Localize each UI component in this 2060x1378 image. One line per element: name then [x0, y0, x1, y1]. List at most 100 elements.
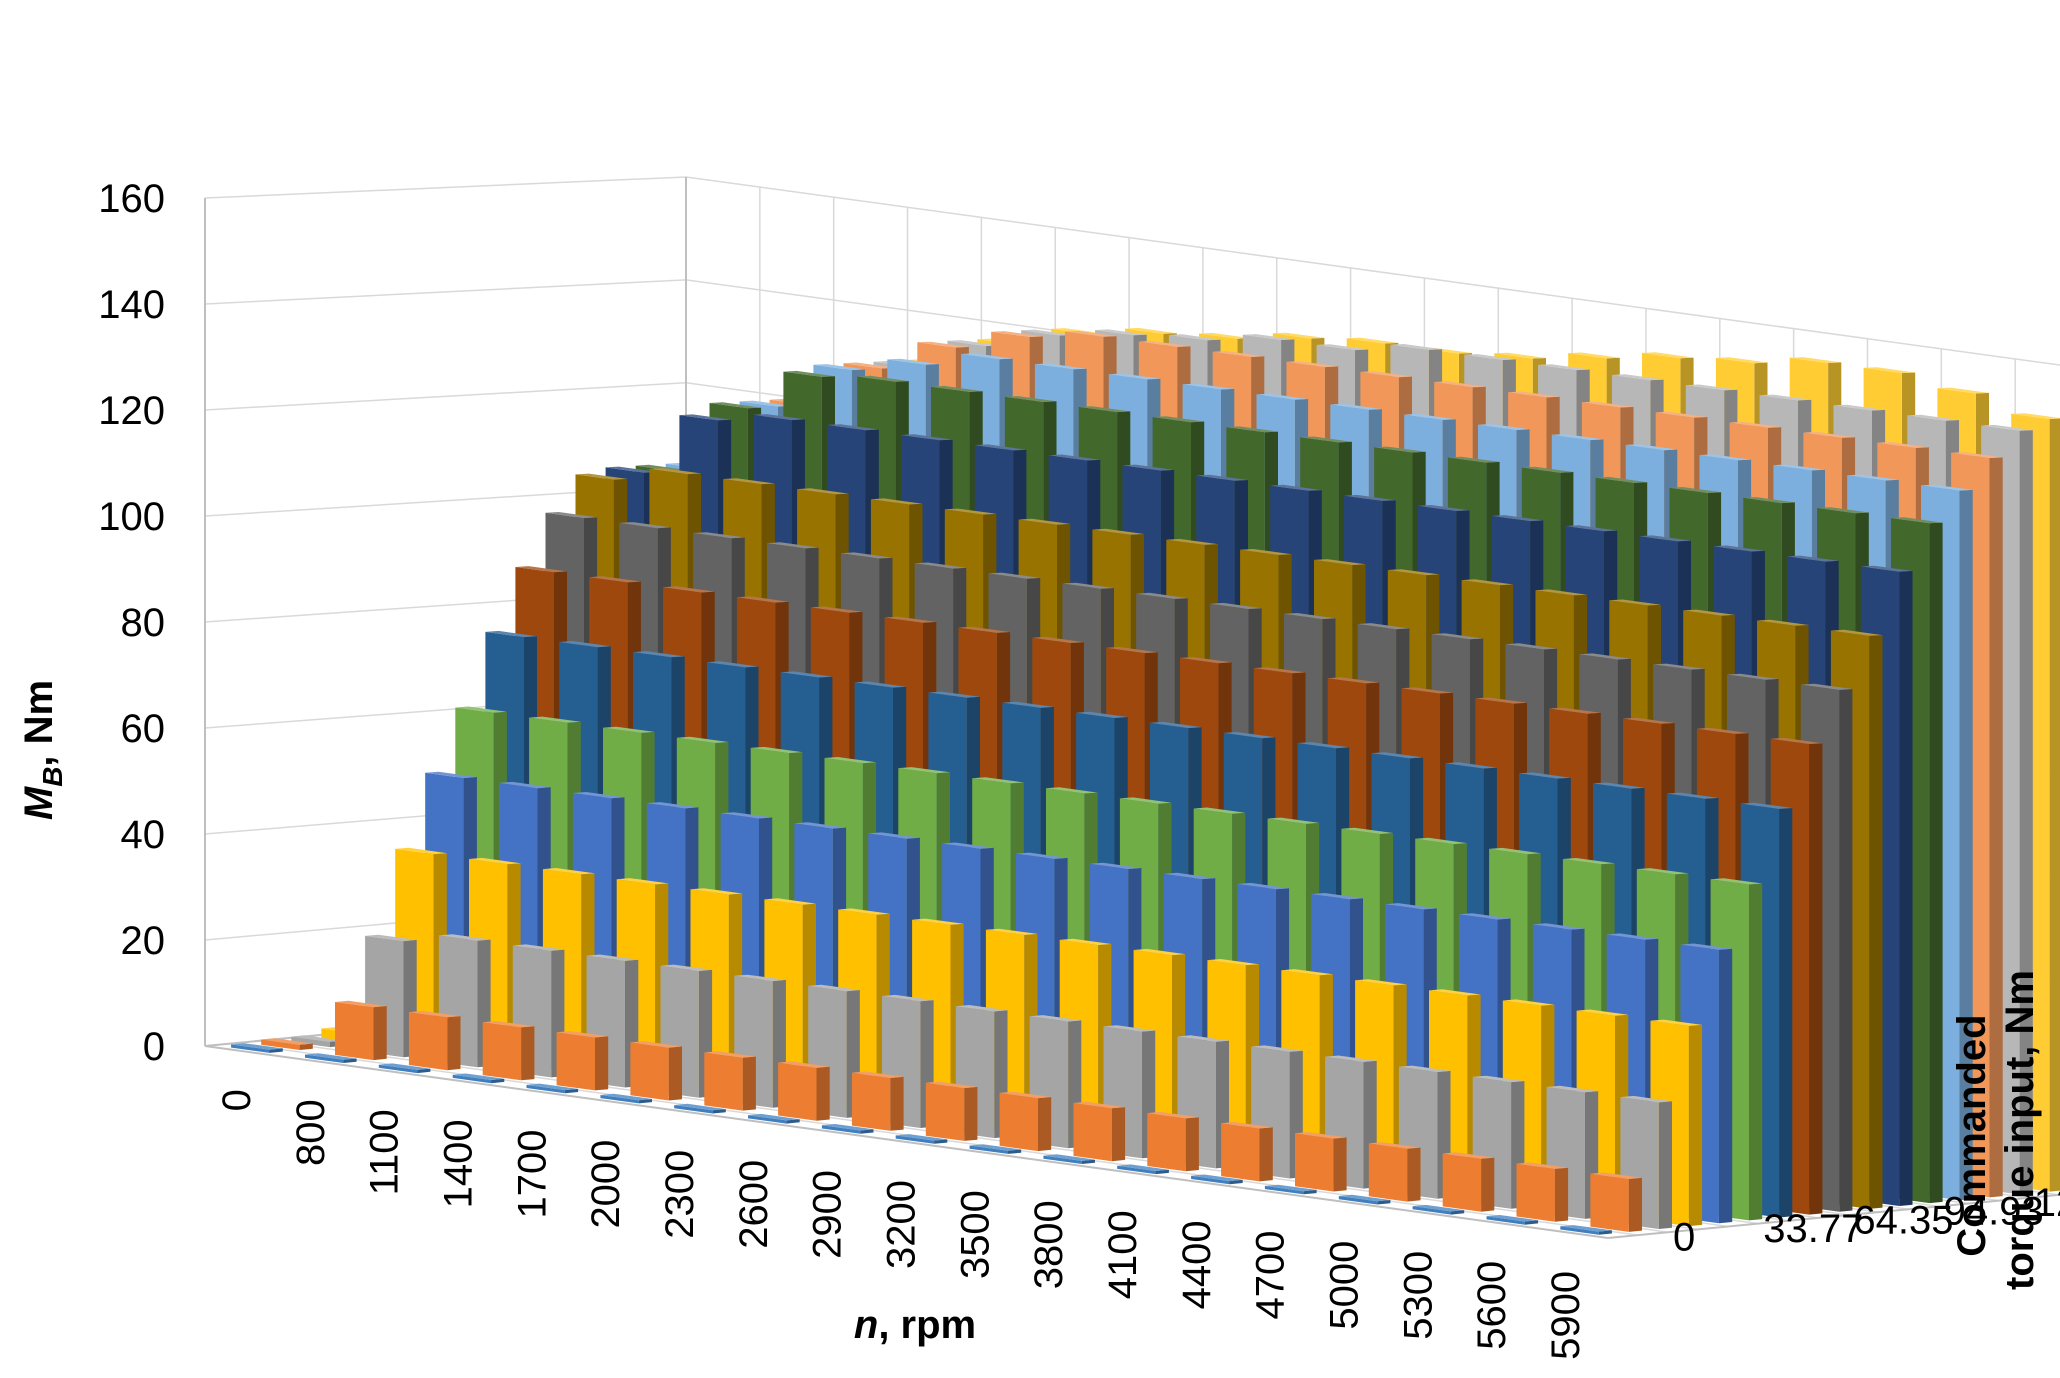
- bar-top-face: [1125, 327, 1177, 334]
- bar-front-face: [1117, 1165, 1156, 1175]
- bar-top-face: [1368, 1142, 1421, 1149]
- bar-side-face: [1407, 1147, 1421, 1202]
- x-tick-label: 2000: [584, 1140, 628, 1229]
- bar-top-face: [1803, 431, 1856, 438]
- bar-top-face: [1715, 357, 1768, 364]
- x-tick-label: 1100: [363, 1109, 407, 1195]
- bar-front-face: [1191, 1175, 1230, 1185]
- bar-top-face: [1180, 657, 1232, 664]
- y-tick-label: 20: [121, 919, 166, 963]
- bar-top-face: [734, 974, 786, 982]
- bar-front-face: [630, 1042, 669, 1101]
- bar-top-face: [925, 1081, 978, 1089]
- depth-axis-title: Commanded torque input, Nm: [1950, 970, 2042, 1290]
- bar-top-face: [797, 488, 849, 495]
- bar-top-face: [1863, 367, 1916, 374]
- bar-top-face: [958, 626, 1011, 633]
- bar-top-face: [748, 1113, 800, 1121]
- bar-top-face: [438, 934, 491, 941]
- bar-side-face: [1959, 489, 1973, 1201]
- bar-top-face: [605, 466, 658, 473]
- bar-top-face: [291, 1035, 343, 1042]
- bar-side-face: [1229, 1179, 1243, 1185]
- bar-top-face: [1404, 413, 1456, 420]
- bar-top-face: [1267, 817, 1320, 824]
- bar-top-face: [1891, 517, 1943, 524]
- bar-top-face: [1108, 373, 1161, 380]
- bar-top-face: [1196, 474, 1248, 481]
- bar-top-face: [991, 331, 1043, 337]
- bar-side-face: [269, 1048, 283, 1053]
- bar-top-face: [1018, 518, 1071, 525]
- bar-top-face: [1073, 1101, 1126, 1109]
- bar-top-face: [1759, 394, 1812, 401]
- bar-top-face: [1565, 525, 1618, 532]
- y-tick-label: 60: [121, 707, 166, 751]
- bar-front-face: [261, 1039, 300, 1050]
- bar-top-face: [1636, 868, 1689, 875]
- bar-top-face: [1877, 442, 1929, 448]
- bar-top-face: [1191, 1174, 1243, 1182]
- bar-front-face: [1368, 1143, 1408, 1202]
- bar-top-face: [709, 402, 762, 409]
- y-axis-ticks: 0 20 40 60 80 100 120 140 160: [98, 177, 165, 1069]
- bar: [1295, 1132, 1347, 1192]
- bar-top-face: [646, 802, 699, 809]
- bar-front-face: [674, 1105, 713, 1114]
- bar-side-face: [343, 1058, 357, 1063]
- bar-front-face: [1221, 1123, 1260, 1182]
- bar-top-face: [1581, 401, 1634, 408]
- bar-top-face: [1486, 1215, 1539, 1222]
- bar: [1191, 1174, 1243, 1185]
- x-tick-label: 1400: [436, 1119, 480, 1208]
- bar-top-face: [630, 1041, 682, 1048]
- bar-top-face: [898, 767, 950, 774]
- bar-top-face: [1166, 538, 1218, 545]
- bar-top-face: [676, 736, 729, 743]
- bar-side-face: [638, 1099, 652, 1104]
- bar-side-face: [1809, 743, 1823, 1215]
- bar-top-face: [515, 566, 567, 573]
- bar-top-face: [616, 878, 669, 885]
- bar-top-face: [1757, 619, 1809, 626]
- x-axis-ticks: 0 800 1100 1400 1700 2000 2300 2600 2900 3200 3500…: [215, 1089, 1588, 1360]
- x-tick-label: 0: [215, 1089, 259, 1111]
- bar-top-face: [827, 424, 879, 431]
- bar-top-face: [1412, 1204, 1465, 1212]
- bar-top-face: [660, 964, 713, 971]
- bar: [778, 1061, 830, 1121]
- bar-top-face: [1447, 456, 1500, 463]
- bar-top-face: [365, 934, 417, 942]
- x-tick-label: 5000: [1323, 1241, 1367, 1330]
- bar-front-face: [895, 1135, 935, 1144]
- bar-top-face: [1043, 1154, 1095, 1161]
- bar-top-face: [1357, 623, 1410, 630]
- bar: [895, 1134, 948, 1144]
- bar-top-face: [1680, 943, 1733, 950]
- bar-side-face: [373, 1006, 387, 1061]
- bar-side-face: [447, 1016, 461, 1071]
- y-axis-title: MB, Nm: [17, 680, 68, 820]
- bar-side-face: [1303, 1189, 1317, 1195]
- bar-front-face: [335, 1002, 374, 1061]
- bar-front-face: [969, 1145, 1008, 1154]
- bar-top-face: [1685, 384, 1738, 391]
- bar: [630, 1041, 682, 1101]
- bar-top-face: [674, 1103, 726, 1111]
- bar-top-face: [690, 888, 743, 895]
- bar-side-face: [1524, 1220, 1539, 1225]
- bar-side-face: [1899, 570, 1913, 1206]
- bar-top-face: [1316, 344, 1369, 351]
- bar-top-face: [485, 630, 537, 638]
- bar-side-face: [2019, 430, 2033, 1195]
- bar-top-face: [1295, 1132, 1347, 1139]
- bar-top-face: [545, 512, 598, 519]
- bar-top-face: [1360, 371, 1412, 378]
- y-tick-label: 160: [98, 177, 165, 221]
- bar-side-face: [299, 1043, 313, 1050]
- bar-top-face: [854, 681, 907, 688]
- bar-group: [231, 327, 2060, 1235]
- bar-front-face: [1560, 1226, 1599, 1235]
- bar-side-face: [2049, 418, 2060, 1192]
